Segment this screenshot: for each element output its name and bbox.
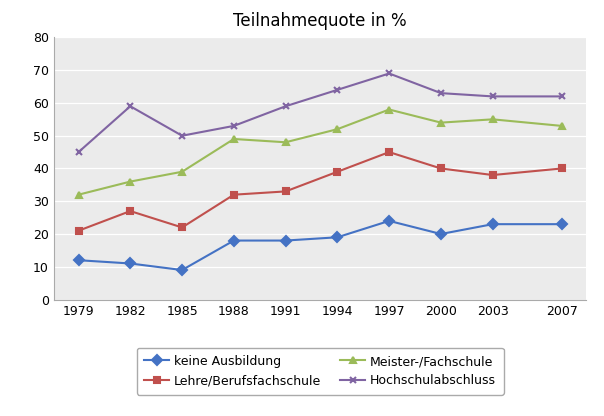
keine Ausbildung	[178, 267, 185, 272]
keine Ausbildung	[282, 238, 289, 243]
keine Ausbildung	[385, 218, 393, 223]
Meister-/Fachschule	[385, 107, 393, 112]
Lehre/Berufsfachschule	[75, 228, 82, 233]
Line: Meister-/Fachschule: Meister-/Fachschule	[75, 106, 565, 198]
Lehre/Berufsfachschule	[489, 173, 496, 178]
Lehre/Berufsfachschule	[127, 208, 134, 213]
Hochschulabschluss	[282, 104, 289, 109]
Meister-/Fachschule	[437, 120, 445, 125]
keine Ausbildung	[75, 258, 82, 263]
Lehre/Berufsfachschule	[558, 166, 565, 171]
Line: Hochschulabschluss: Hochschulabschluss	[75, 70, 565, 156]
Hochschulabschluss	[334, 87, 341, 92]
Meister-/Fachschule	[334, 126, 341, 131]
Meister-/Fachschule	[558, 124, 565, 129]
keine Ausbildung	[558, 222, 565, 227]
Hochschulabschluss	[230, 124, 237, 129]
Lehre/Berufsfachschule	[437, 166, 445, 171]
keine Ausbildung	[489, 222, 496, 227]
Lehre/Berufsfachschule	[385, 150, 393, 155]
Title: Teilnahmequote in %: Teilnahmequote in %	[233, 12, 407, 30]
Hochschulabschluss	[127, 104, 134, 109]
Line: keine Ausbildung: keine Ausbildung	[75, 218, 565, 273]
Lehre/Berufsfachschule	[334, 169, 341, 174]
Hochschulabschluss	[489, 94, 496, 99]
Hochschulabschluss	[385, 71, 393, 76]
keine Ausbildung	[437, 231, 445, 236]
keine Ausbildung	[230, 238, 237, 243]
Lehre/Berufsfachschule	[230, 192, 237, 197]
Meister-/Fachschule	[178, 169, 185, 174]
Hochschulabschluss	[178, 133, 185, 138]
Legend: keine Ausbildung, Lehre/Berufsfachschule, Meister-/Fachschule, Hochschulabschlus: keine Ausbildung, Lehre/Berufsfachschule…	[137, 348, 504, 395]
Hochschulabschluss	[75, 150, 82, 155]
Meister-/Fachschule	[127, 179, 134, 184]
keine Ausbildung	[127, 261, 134, 266]
Meister-/Fachschule	[75, 192, 82, 197]
Meister-/Fachschule	[282, 140, 289, 145]
Lehre/Berufsfachschule	[178, 225, 185, 230]
Lehre/Berufsfachschule	[282, 189, 289, 194]
keine Ausbildung	[334, 235, 341, 240]
Line: Lehre/Berufsfachschule: Lehre/Berufsfachschule	[75, 149, 565, 234]
Hochschulabschluss	[558, 94, 565, 99]
Hochschulabschluss	[437, 91, 445, 96]
Meister-/Fachschule	[230, 136, 237, 141]
Meister-/Fachschule	[489, 117, 496, 122]
